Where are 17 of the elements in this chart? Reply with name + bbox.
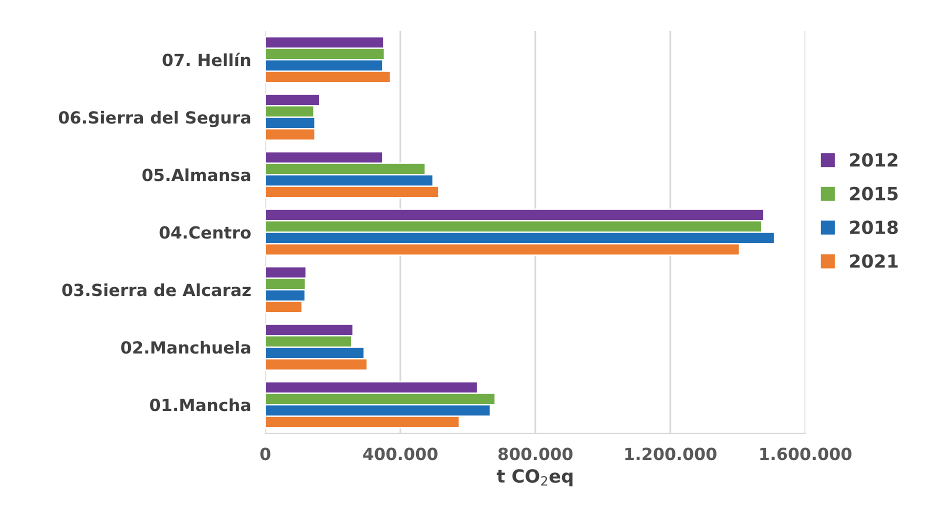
y-tick-label: 03.Sierra de Alcaraz bbox=[62, 283, 251, 296]
y-tick-label: 04.Centro bbox=[160, 226, 251, 239]
x-tick-label: 1.600.000 bbox=[760, 448, 852, 460]
legend-label: 2015 bbox=[850, 186, 898, 200]
x-tick-label: 800.000 bbox=[498, 448, 572, 460]
x-axis-title: t CO$_{2}$eq bbox=[496, 469, 572, 486]
y-tick-label: 05.Almansa bbox=[142, 168, 250, 182]
legend-label: 2018 bbox=[850, 220, 898, 234]
legend-label: 2021 bbox=[850, 254, 898, 268]
y-tick-label: 02.Manchuela bbox=[121, 340, 250, 354]
x-tick-label: 0 bbox=[260, 448, 270, 460]
y-tick-label: 01.Mancha bbox=[150, 398, 250, 412]
y-tick-label: 07. Hellín bbox=[162, 52, 250, 66]
x-tick-label: 1.200.000 bbox=[625, 448, 716, 460]
legend-label: 2012 bbox=[850, 153, 898, 167]
y-tick-label: 06.Sierra del Segura bbox=[58, 110, 250, 128]
x-tick-label: 400.000 bbox=[363, 448, 438, 460]
